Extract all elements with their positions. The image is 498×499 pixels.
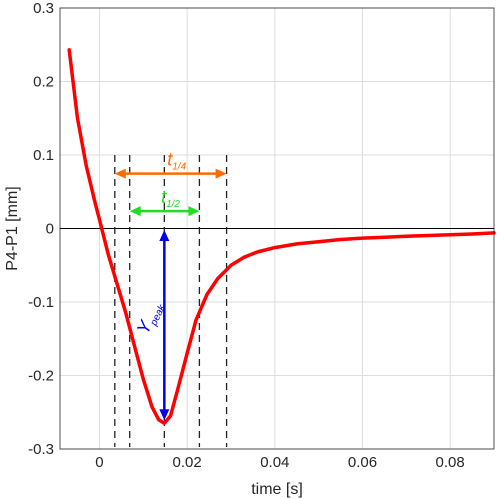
y-tick-label: 0 — [46, 221, 54, 238]
y-tick-label: 0.2 — [33, 74, 54, 91]
y-tick-label: -0.3 — [28, 441, 54, 458]
x-tick-labels: 0 0.02 0.04 0.06 0.08 — [95, 454, 464, 471]
arrow-head — [188, 206, 200, 217]
plot-frame — [59, 7, 495, 450]
arrow-head — [159, 229, 170, 241]
x-tick-label: 0 — [95, 454, 103, 471]
arrow-head — [159, 409, 170, 421]
x-axis-label: time [s] — [251, 481, 303, 498]
y-tick-label: 0.3 — [33, 0, 54, 17]
arrow-head — [215, 168, 227, 179]
series-line — [67, 48, 496, 426]
annotation-label: Ypeak — [133, 297, 169, 338]
y-tick-label: 0.1 — [33, 147, 54, 164]
y-tick-label: -0.1 — [28, 294, 54, 311]
y-axis-label: P4-P1 [mm] — [4, 186, 21, 270]
annotation-label: t1/4 — [167, 150, 186, 173]
x-tick-label: 0.08 — [436, 454, 465, 471]
arrow-head — [129, 206, 141, 217]
annotation-label: t1/2 — [161, 187, 180, 210]
x-tick-label: 0.06 — [348, 454, 377, 471]
y-tick-labels: -0.3 -0.2 -0.1 0 0.1 0.2 0.3 — [28, 0, 54, 458]
annotations: t1/4 t1/2 Ypeak — [114, 150, 227, 421]
x-tick-label: 0.02 — [173, 454, 202, 471]
series-group — [67, 48, 496, 426]
arrow-head — [114, 168, 126, 179]
y-tick-label: -0.2 — [28, 368, 54, 385]
x-tick-label: 0.04 — [260, 454, 289, 471]
